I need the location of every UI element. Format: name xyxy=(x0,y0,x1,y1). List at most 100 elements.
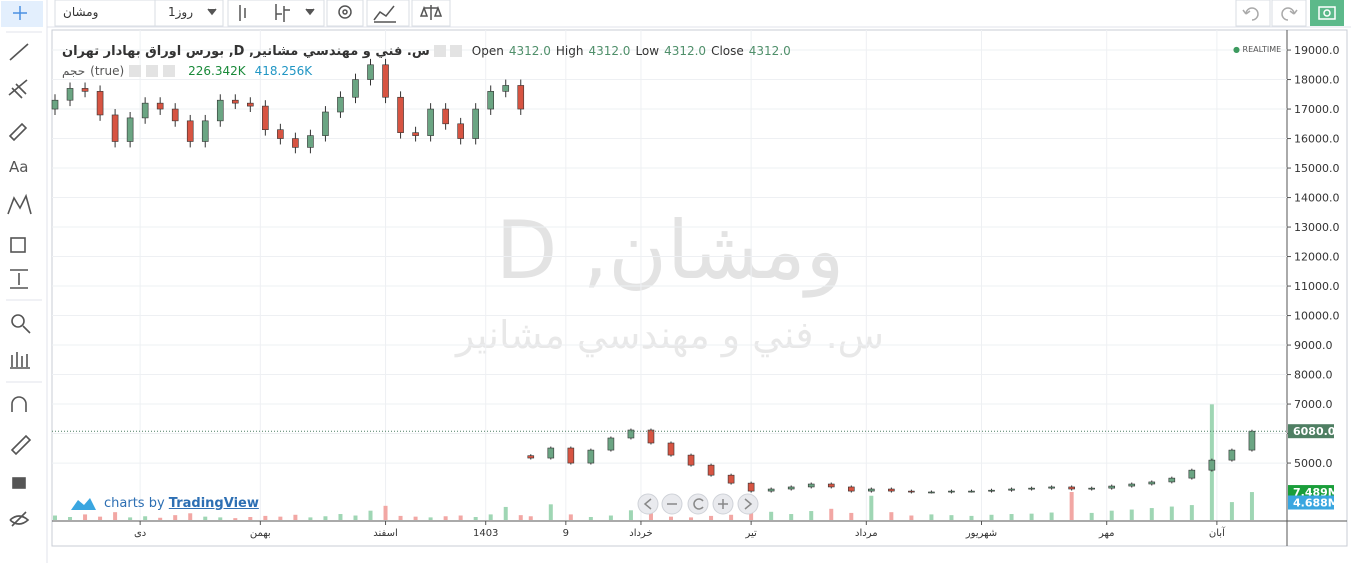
top-buttons[interactable] xyxy=(54,0,1307,27)
candle-body xyxy=(667,442,675,456)
candle-body xyxy=(307,135,314,148)
volume-bar xyxy=(143,516,148,520)
candle-body xyxy=(66,88,74,101)
drawing-tools[interactable] xyxy=(7,43,32,527)
candle-body xyxy=(928,491,935,494)
volume-bar xyxy=(1229,502,1234,520)
text-tool-icon[interactable]: Aa xyxy=(9,158,28,176)
volume-bar xyxy=(473,517,478,520)
candle-body xyxy=(457,123,464,139)
candle-body xyxy=(201,120,209,142)
volume-bar xyxy=(398,515,403,520)
volume-bar xyxy=(669,516,673,520)
navigation-buttons[interactable] xyxy=(637,493,759,515)
legend-title: س. فني و مهندسي مشانير, D, بورس اوراق به… xyxy=(62,43,430,59)
volume-bar xyxy=(323,516,328,520)
y-tick-label: 10000.0 xyxy=(1294,310,1340,323)
candle-body xyxy=(277,129,284,139)
volume-bar xyxy=(729,514,734,520)
legend-ohlc: Open 4312.0 High 4312.0 Low 4312.0 Close 4312.0 xyxy=(472,44,791,58)
candle-body xyxy=(988,489,995,492)
ohlc-value: 4312.0 xyxy=(748,44,791,58)
ohlc-value: 4312.0 xyxy=(508,44,551,58)
volume-bar xyxy=(568,514,573,520)
branding-name: TradingView xyxy=(168,496,259,511)
branding[interactable]: charts by TradingView xyxy=(104,496,259,511)
volume-bar xyxy=(1049,512,1054,520)
candle-body xyxy=(707,464,715,476)
candle-body xyxy=(767,488,775,492)
candle-body xyxy=(587,449,595,464)
volume-bar xyxy=(849,512,854,520)
candle-body xyxy=(231,99,239,104)
volume-bar xyxy=(443,516,448,520)
candle-body xyxy=(337,96,344,113)
candle-body xyxy=(607,437,615,451)
y-tick-label: 17000.0 xyxy=(1294,103,1340,116)
candle-body xyxy=(1028,487,1035,490)
volume-bar xyxy=(1189,505,1194,520)
volume-name: حجم xyxy=(62,64,86,78)
axis-marker xyxy=(1288,495,1334,510)
crosshair-tool[interactable] xyxy=(1,1,43,27)
candle-body xyxy=(171,108,179,122)
candle-body xyxy=(827,483,835,488)
volume-bar xyxy=(68,517,73,520)
volume-bar xyxy=(458,515,463,520)
interval-button[interactable]: 1روز xyxy=(168,5,194,19)
candle-body xyxy=(262,105,269,130)
volume-bar xyxy=(53,515,57,520)
volume-bar xyxy=(1089,512,1094,520)
candle-body xyxy=(807,483,815,488)
ohlc-value: 4312.0 xyxy=(664,44,707,58)
candle-body xyxy=(322,111,329,136)
candle-body xyxy=(292,138,299,148)
candle-body xyxy=(397,96,404,133)
x-tick-label: 1403 xyxy=(473,528,498,539)
volume-bar xyxy=(949,515,954,520)
volume-bar xyxy=(158,517,163,520)
candle-body xyxy=(1088,487,1095,490)
legend-button[interactable] xyxy=(449,45,462,57)
candle-body xyxy=(948,490,955,493)
x-tick-label: 9 xyxy=(563,528,569,539)
volume-bar xyxy=(248,517,253,520)
tool-separators xyxy=(6,31,42,383)
volume-bar xyxy=(98,516,103,520)
x-tick-label: اسفند xyxy=(373,528,397,539)
legend-button[interactable] xyxy=(129,65,142,77)
volume-bar xyxy=(203,516,208,520)
ohlc-label: Open xyxy=(471,44,504,58)
candle-body xyxy=(126,117,134,142)
volume-bar xyxy=(889,512,894,520)
candle-body xyxy=(51,99,59,110)
candle-body xyxy=(1228,449,1236,461)
x-tick-label: مهر xyxy=(1098,528,1114,539)
candle-body xyxy=(1188,469,1196,479)
candle-body xyxy=(1068,486,1075,490)
candle-body xyxy=(1168,477,1176,483)
symbol-input[interactable]: ومشان xyxy=(63,5,99,19)
legend-button[interactable] xyxy=(146,65,159,77)
candle-body xyxy=(517,85,525,110)
candle-body xyxy=(647,429,655,444)
legend-button[interactable] xyxy=(433,45,446,57)
volume-bar xyxy=(173,515,178,520)
volume-bar xyxy=(428,517,433,520)
y-tick-label: 12000.0 xyxy=(1294,251,1340,264)
candle-body xyxy=(747,482,755,492)
navigation-icons xyxy=(643,498,753,510)
ohlc-value: 4312.0 xyxy=(588,44,631,58)
volume-param: (true) xyxy=(90,64,125,78)
y-tick-label: 7000.0 xyxy=(1294,398,1333,411)
legend-button[interactable] xyxy=(163,65,176,77)
volume-bar xyxy=(308,517,313,520)
crosshair-icon xyxy=(13,6,27,20)
candle-body xyxy=(186,120,194,142)
candle-body xyxy=(442,108,449,125)
snapshot-button[interactable] xyxy=(1310,0,1344,26)
candle-body xyxy=(487,91,495,110)
volume-bar xyxy=(278,516,283,520)
volume-bar xyxy=(628,510,633,520)
candle-body xyxy=(247,102,254,107)
